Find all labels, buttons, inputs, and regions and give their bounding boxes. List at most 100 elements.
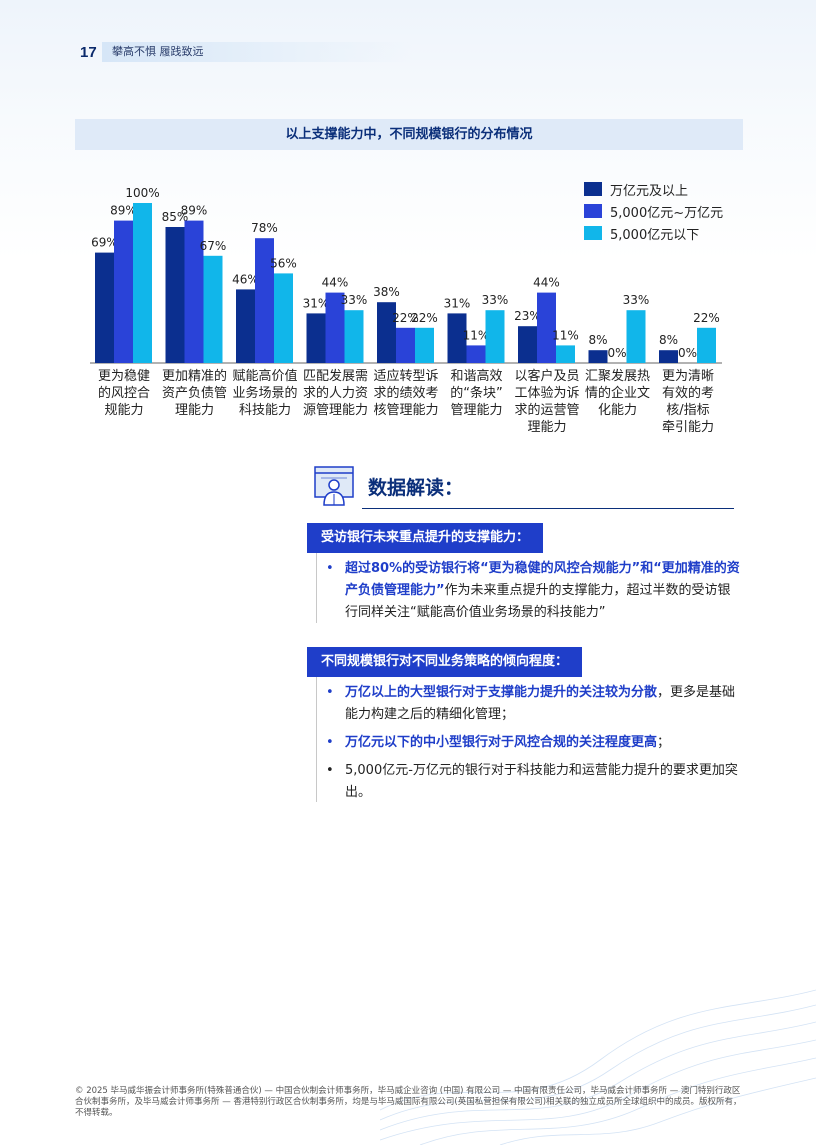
- data-label: 23%: [514, 309, 541, 323]
- bar: [447, 313, 467, 363]
- data-label: 85%: [162, 210, 189, 224]
- header-tagline: 攀高不惧 履践致远: [102, 42, 412, 62]
- section-heading-focus: 受访银行未来重点提升的支撑能力：: [307, 523, 544, 553]
- bar: [306, 313, 326, 363]
- category-label: 更加精准的 资产负债管 理能力: [159, 368, 231, 419]
- bullet-text: ，更多是基础能力构建之后的精细化管理；: [345, 685, 736, 722]
- data-label: 22%: [392, 311, 419, 325]
- data-label: 8%: [659, 333, 678, 347]
- bar: [133, 203, 152, 363]
- category-label-line: 求的人力资: [302, 386, 368, 401]
- legend-swatch: [584, 204, 602, 218]
- wave-decoration: [380, 989, 816, 1145]
- data-label: 0%: [607, 346, 626, 360]
- category-label-line: 赋能高价值: [232, 369, 298, 384]
- category-label-line: 理能力: [527, 420, 567, 435]
- bar: [396, 327, 415, 363]
- category-label-line: 科技能力: [238, 403, 291, 418]
- category-label: 汇聚发展热情的企业文化能力: [582, 368, 654, 419]
- bar: [485, 310, 505, 363]
- category-label: 更为清晰有效的考核/指标牵引能力: [652, 368, 724, 436]
- legend-swatch: [584, 182, 602, 196]
- bullet-item: • 超过80%的受访银行将“更为稳健的风控合规能力”和“更加精准的资产负债管理能…: [326, 558, 742, 624]
- chart-legend: 万亿元及以上 5,000亿元~万亿元 5,000亿元以下: [584, 178, 723, 244]
- category-label-line: 化能力: [597, 403, 637, 418]
- data-label: 11%: [463, 328, 490, 342]
- category-label-line: 核管理能力: [373, 403, 439, 418]
- data-label: 44%: [533, 276, 560, 290]
- bullet-highlight: 万亿以上的大型银行对于支撑能力提升的关注较为分散: [345, 685, 658, 700]
- category-label-line: 牵引能力: [661, 420, 714, 435]
- category-label-line: 求的运营管: [514, 403, 580, 418]
- data-label: 33%: [341, 293, 368, 307]
- category-label: 匹配发展需 求的人力资 源管理能力: [300, 368, 372, 419]
- bar: [659, 350, 678, 363]
- legend-item: 5,000亿元~万亿元: [584, 200, 723, 222]
- section-rule: [316, 553, 317, 623]
- category-label: 以客户及员工体验为诉求的运营管理能力: [511, 368, 583, 436]
- category-label-line: 核/指标: [666, 403, 710, 418]
- category-label-line: 匹配发展需: [302, 369, 368, 384]
- data-label: 67%: [200, 239, 227, 253]
- bar: [165, 227, 185, 363]
- category-label: 适应转型诉 求的绩效考 核管理能力: [370, 368, 442, 419]
- category-label-line: 有效的考: [661, 386, 714, 401]
- bullet-text: ；: [657, 735, 671, 750]
- category-label-line: 以客户及员: [514, 369, 580, 384]
- category-label-line: 更为清晰: [661, 369, 714, 384]
- data-label: 31%: [444, 296, 471, 310]
- legend-label: 万亿元及以上: [610, 183, 689, 199]
- bullet-item: • 万亿以上的大型银行对于支撑能力提升的关注较为分散，更多是基础能力构建之后的精…: [326, 682, 742, 726]
- bar: [274, 273, 293, 363]
- category-label-line: 理能力: [174, 403, 214, 418]
- bar: [255, 238, 274, 363]
- footer-copyright: © 2025 毕马威华振会计师事务所(特殊普通合伙) — 中国合伙制会计师事务所…: [75, 1086, 742, 1118]
- data-label: 56%: [270, 256, 297, 270]
- bar: [556, 345, 575, 363]
- section-rule: [316, 677, 317, 802]
- legend-label: 5,000亿元~万亿元: [610, 205, 724, 221]
- section-heading-tendency: 不同规模银行对不同业务策略的倾向程度：: [307, 647, 583, 677]
- bar: [466, 345, 486, 363]
- page-header: 17 攀高不惧 履践致远: [80, 42, 412, 62]
- data-label: 78%: [251, 221, 278, 235]
- bullet-item: • 5,000亿元-万亿元的银行对于科技能力和运营能力提升的要求更加突出。: [326, 760, 742, 804]
- data-label: 89%: [181, 204, 208, 218]
- bar: [184, 220, 204, 363]
- bar: [626, 310, 646, 363]
- legend-item: 5,000亿元以下: [584, 222, 723, 244]
- bar: [377, 302, 396, 363]
- category-label-line: 情的企业文: [584, 386, 650, 401]
- data-label: 22%: [693, 311, 720, 325]
- bar: [236, 289, 255, 363]
- bar: [415, 327, 434, 363]
- data-label: 44%: [322, 276, 349, 290]
- bar: [537, 292, 556, 363]
- category-label: 赋能高价值 业务场景的 科技能力: [229, 368, 301, 419]
- category-label-line: 的风控合: [97, 386, 150, 401]
- insight-header: 数据解读：: [312, 464, 463, 508]
- category-label-line: 的“条块”: [450, 386, 503, 401]
- category-label-line: 更为稳健: [97, 369, 150, 384]
- category-label-line: 汇聚发展热: [584, 369, 650, 384]
- data-label: 89%: [110, 204, 137, 218]
- data-label: 31%: [303, 296, 330, 310]
- bar: [344, 310, 364, 363]
- bar-chart: 69%89%100%85%89%67%46%78%56%31%44%33%38%…: [90, 186, 722, 364]
- bar: [325, 292, 345, 363]
- bullet-dot: •: [326, 735, 334, 750]
- legend-item: 万亿元及以上: [584, 178, 723, 200]
- category-label-line: 更加精准的: [161, 369, 227, 384]
- data-label: 46%: [232, 272, 259, 286]
- page-number: 17: [80, 43, 97, 61]
- data-label: 33%: [623, 293, 650, 307]
- bar: [203, 255, 223, 363]
- bullet-dot: •: [326, 763, 334, 778]
- category-label-line: 工体验为诉: [514, 386, 580, 401]
- bullet-highlight: 超过80%的受访银行将“更为稳健的风控合规能力”和“更加精准的资产负债管理能力”: [345, 561, 740, 598]
- bar: [697, 327, 716, 363]
- category-label: 和谐高效 的“条块” 管理能力: [441, 368, 513, 419]
- data-label: 33%: [482, 293, 509, 307]
- presenter-icon: [314, 466, 354, 506]
- bar: [518, 326, 537, 363]
